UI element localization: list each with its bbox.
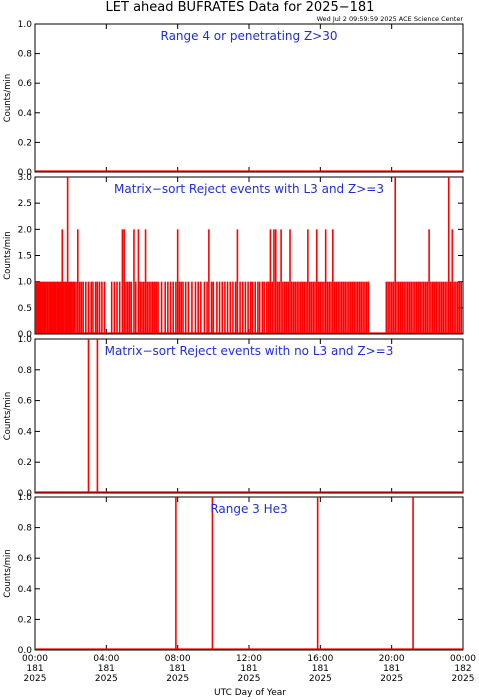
panel-1: 0.0 0.2 0.4 0.6 0.8 1.0 Counts/min Range 4 or p… (3, 20, 464, 178)
y-tick-label: 2.5 (18, 199, 32, 209)
y-tick-label: 3.0 (18, 173, 33, 183)
x-tick-doy: 181 (312, 664, 329, 674)
y-tick-label: 1.0 (18, 20, 33, 30)
y-tick-label: 0.6 (18, 397, 33, 407)
y-axis-label: Counts/min (3, 231, 13, 280)
y-axis-label: Counts/min (3, 74, 13, 123)
x-tick-year: 2025 (380, 674, 403, 684)
y-tick-label: 0.5 (18, 304, 32, 314)
y-tick-label: 0.6 (18, 79, 33, 89)
panel-frame (34, 496, 464, 651)
y-tick-label: 0.0 (18, 330, 33, 340)
y-tick-label: 1.5 (18, 252, 32, 262)
panel-4: 0.0 0.2 0.4 0.6 0.8 1.0 Counts/min Range 3 He3 (3, 493, 464, 656)
y-tick-label: 0.2 (18, 615, 32, 625)
y-tick-label: 0.8 (18, 50, 33, 60)
x-tick-doy: 181 (240, 664, 257, 674)
panel-3: 0.0 0.2 0.4 0.6 0.8 1.0 Counts/min Matrix−sort … (3, 335, 464, 499)
panel-title: Matrix−sort Reject events with L3 and Z>… (114, 182, 384, 196)
x-tick-time: 16:00 (307, 654, 333, 664)
timestamp: Wed Jul 2 09:59:59 2025 ACE Science Cent… (317, 15, 464, 23)
x-tick-doy: 181 (169, 664, 186, 674)
y-tick-label: 0.4 (18, 109, 33, 119)
x-tick-doy: 182 (454, 664, 471, 674)
x-tick-doy: 181 (383, 664, 400, 674)
y-tick-label: 1.0 (18, 335, 33, 345)
panel-title: Range 3 He3 (210, 502, 287, 516)
y-tick-label: 0.2 (18, 138, 32, 148)
x-tick-year: 2025 (309, 674, 332, 684)
y-tick-label: 0.2 (18, 458, 32, 468)
x-tick-time: 04:00 (93, 654, 119, 664)
y-tick-label: 0.4 (18, 585, 33, 595)
x-tick-year: 2025 (452, 674, 475, 684)
x-tick-time: 00:00 (22, 654, 48, 664)
panel-title: Matrix−sort Reject events with no L3 and… (105, 344, 394, 358)
y-tick-label: 0.0 (18, 646, 33, 656)
x-tick-time: 08:00 (165, 654, 191, 664)
y-axis-label: Counts/min (3, 392, 13, 441)
chart-title: LET ahead BUFRATES Data for 2025−181 (106, 0, 375, 15)
y-tick-label: 0.0 (18, 489, 33, 499)
panels: 0.0 0.2 0.4 0.6 0.8 1.0 Counts/min Range 4 or p… (3, 20, 464, 656)
y-tick-label: 2.0 (18, 225, 33, 235)
panel-title: Range 4 or penetrating Z>30 (161, 29, 338, 43)
x-tick-time: 00:00 (450, 654, 476, 664)
panel-frame (34, 338, 464, 494)
x-tick-time: 20:00 (379, 654, 405, 664)
x-tick-year: 2025 (95, 674, 118, 684)
y-tick-label: 0.4 (18, 427, 33, 437)
x-tick-year: 2025 (166, 674, 189, 684)
y-tick-label: 0.8 (18, 366, 33, 376)
x-tick-doy: 181 (98, 664, 115, 674)
x-tick-time: 12:00 (236, 654, 262, 664)
y-axis-label: Counts/min (3, 549, 13, 598)
x-tick-doy: 181 (26, 664, 43, 674)
panel-frame (34, 23, 464, 173)
y-tick-label: 0.0 (18, 168, 33, 178)
x-tick-year: 2025 (24, 674, 47, 684)
panel-2: 0.0 0.5 1.0 1.5 2.0 2.5 3.0 Counts/min Matrix−so… (3, 173, 464, 340)
y-tick-label: 0.6 (18, 554, 33, 564)
y-tick-label: 1.0 (18, 278, 33, 288)
x-tick-year: 2025 (238, 674, 261, 684)
y-tick-label: 0.8 (18, 524, 33, 534)
y-tick-label: 1.0 (18, 493, 33, 503)
x-axis-label: UTC Day of Year (214, 688, 286, 698)
x-axis: 00:00181202504:00181202508:00181202512:0… (22, 654, 476, 684)
